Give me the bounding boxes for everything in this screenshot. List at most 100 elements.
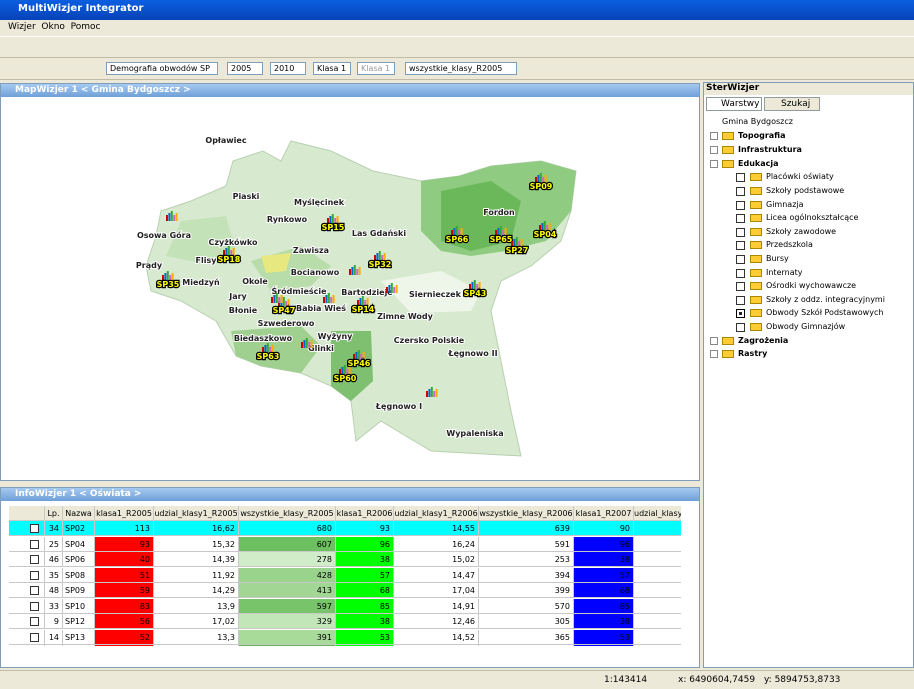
layer-icon [722, 159, 734, 168]
row-indicator [9, 583, 45, 598]
ster-window: SterWizjer Warstwy Szukaj Gmina Bydgoszc… [703, 82, 914, 668]
table-cell: 607 [239, 536, 336, 552]
checkbox [30, 570, 39, 580]
checkbox [736, 295, 745, 305]
tab[interactable]: Szukaj [764, 97, 820, 111]
bar-icon [308, 342, 311, 348]
dropdown[interactable]: 2005 [227, 62, 263, 75]
district-label: Babia Wieś [296, 303, 346, 313]
bar-icon [374, 255, 376, 261]
bar-icon [460, 228, 463, 236]
bar-icon [458, 230, 461, 236]
bar-icon [546, 225, 549, 231]
table-cell: 57 [574, 567, 634, 583]
bar-icon [541, 223, 544, 231]
dropdown[interactable]: wszystkie_klasy_R2005 [405, 62, 517, 75]
district-label: Błonie [229, 306, 258, 315]
dropdown[interactable]: Klasa 1 [313, 62, 351, 75]
table-cell: SP09 [63, 583, 95, 598]
dropdown[interactable]: 2010 [270, 62, 306, 75]
bar-icon [451, 230, 453, 236]
school-label: SP43 [464, 289, 487, 298]
bar-icon [378, 251, 381, 261]
district-area [381, 271, 481, 313]
table-cell: 639 [479, 521, 574, 536]
table-cell: 46 [45, 552, 63, 567]
table-cell: SP02 [63, 521, 95, 536]
table-cell [634, 598, 681, 614]
table-cell: 38 [574, 552, 634, 567]
school-label: SP47 [273, 306, 296, 315]
table-cell: 11,92 [154, 567, 239, 583]
school-label: SP14 [352, 305, 375, 314]
bar-icon [358, 267, 361, 275]
bar-icon [162, 275, 164, 281]
district-label: Bocianowo [291, 268, 340, 277]
bar-icon [353, 265, 356, 275]
checkbox [736, 268, 745, 278]
table-cell: 13,9 [154, 598, 239, 614]
map: Opławiec Piaski Myślęcinek Rynkowo Las Gdańs… [135, 135, 577, 457]
bar-icon [341, 367, 344, 375]
menu-item[interactable]: Okno [41, 22, 65, 32]
bar-icon [543, 221, 546, 231]
district-label: Biedaszkowo [234, 334, 293, 343]
bar-icon [539, 173, 542, 183]
district-label: Czersko Polskie [394, 336, 465, 345]
layer-icon [750, 214, 762, 223]
menu-item[interactable]: Wizjer [8, 22, 36, 32]
toolbar: Demografia obwodów SP 2005 2010 Klasa 1 … [0, 58, 914, 80]
table-cell: 51 [95, 567, 154, 583]
bar-icon [361, 296, 364, 306]
table-cell: 57 [336, 567, 394, 583]
bar-icon [287, 299, 290, 307]
table-cell: 16,3 [394, 645, 479, 646]
district-label: Łęgnowo I [375, 402, 422, 411]
district-label: Zimne Wody [377, 312, 434, 321]
checkbox [30, 632, 39, 642]
menu-item[interactable]: Pomoc [70, 22, 101, 32]
school-label: SP66 [446, 235, 469, 244]
checkbox [736, 282, 745, 292]
bar-icon [169, 275, 172, 281]
bar-icon [471, 282, 474, 290]
table-cell: 56 [95, 614, 154, 629]
bar-icon [280, 295, 283, 303]
district-label: Jary [228, 292, 247, 301]
district-label: Flisy [196, 256, 218, 265]
bar-icon [390, 283, 393, 293]
table-cell: 570 [479, 598, 574, 614]
table-cell: 14,52 [394, 629, 479, 645]
bar-icon [282, 297, 285, 307]
expander [710, 350, 718, 359]
table-cell: 278 [239, 552, 336, 567]
dropdown[interactable]: Demografia obwodów SP [106, 62, 218, 75]
table-cell: 14,55 [394, 521, 479, 536]
checkbox [736, 309, 745, 319]
table-cell: 40 [95, 552, 154, 567]
layer-item: Obwody Gimnazjów [766, 322, 846, 331]
dropdown: Klasa 1 [357, 62, 395, 75]
district-area [331, 331, 373, 401]
bar-icon [327, 218, 329, 224]
bar-icon [544, 175, 547, 183]
district-label: Piaski [233, 192, 260, 201]
tab[interactable]: Warstwy [706, 97, 762, 111]
bar-icon [469, 284, 471, 290]
table-cell: 53 [336, 629, 394, 645]
table-cell: 591 [479, 536, 574, 552]
bar-icon [303, 340, 306, 348]
table-cell: 36 [45, 645, 63, 646]
bar-icon [164, 273, 167, 281]
table-cell: 12,46 [394, 614, 479, 629]
layer-item: Licea ogólnokształcące [766, 213, 859, 223]
table-cell: 9 [45, 614, 63, 629]
bar-icon [339, 369, 341, 375]
bar-icon [537, 175, 540, 183]
header-cell: klasa1_R2006 [336, 506, 394, 521]
school-label: SP27 [506, 246, 529, 255]
school-label: SP46 [348, 359, 371, 368]
table-cell [634, 583, 681, 598]
table-cell: 680 [239, 521, 336, 536]
layer-icon [722, 336, 734, 345]
